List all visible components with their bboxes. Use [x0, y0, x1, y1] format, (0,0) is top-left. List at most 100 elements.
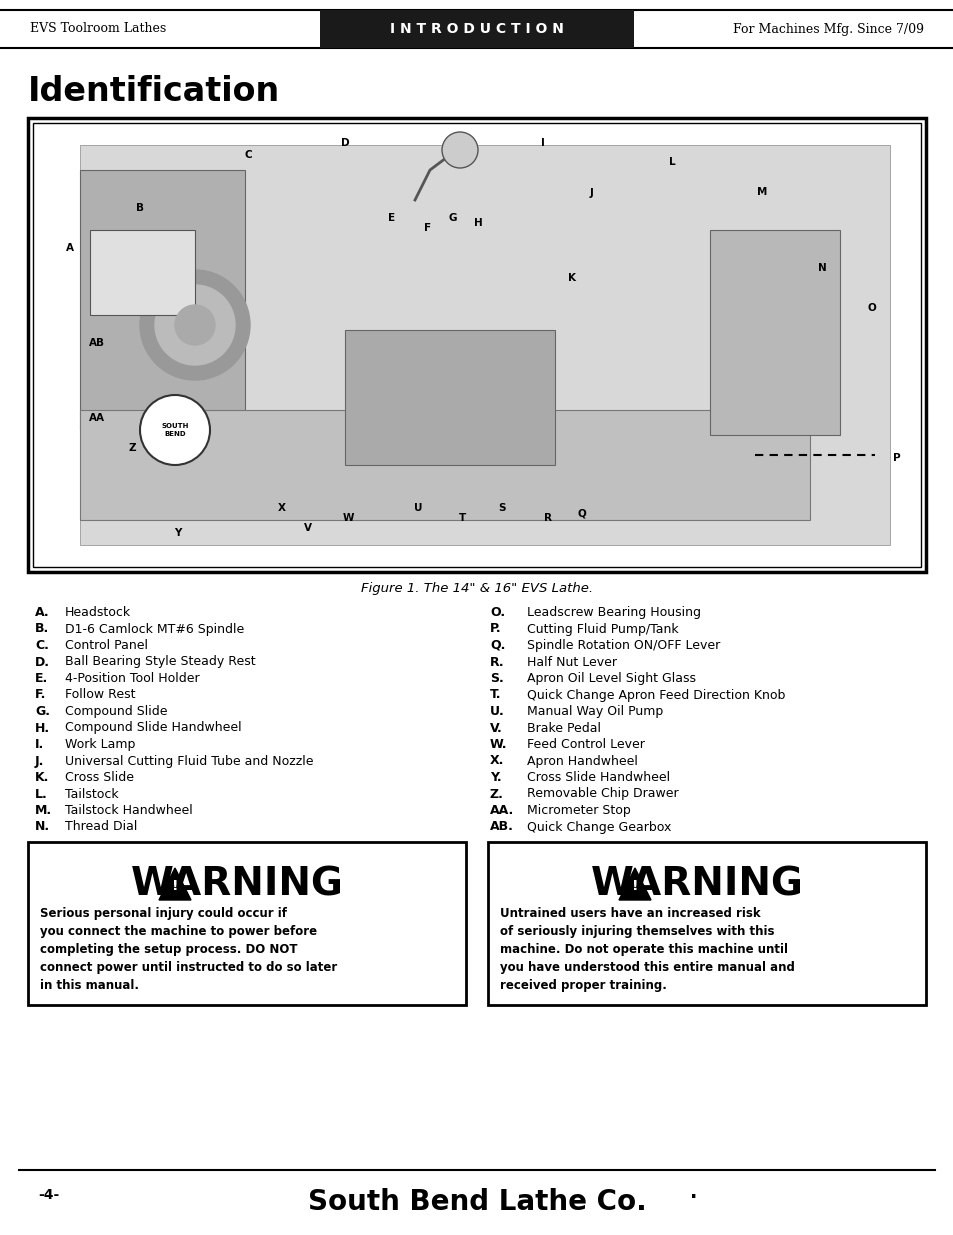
Text: O.: O.: [490, 606, 504, 619]
Text: For Machines Mfg. Since 7/09: For Machines Mfg. Since 7/09: [732, 22, 923, 36]
Text: Compound Slide Handwheel: Compound Slide Handwheel: [65, 721, 241, 735]
Text: B.: B.: [35, 622, 50, 636]
Bar: [709, 230, 840, 435]
Text: Micrometer Stop: Micrometer Stop: [526, 804, 630, 818]
Text: Z: Z: [128, 443, 135, 453]
Text: P: P: [892, 453, 900, 463]
Text: G.: G.: [35, 705, 50, 718]
Text: S: S: [497, 503, 505, 513]
Text: E.: E.: [35, 672, 49, 685]
Text: Figure 1. The 14" & 16" EVS Lathe.: Figure 1. The 14" & 16" EVS Lathe.: [360, 582, 593, 595]
Text: Cross Slide Handwheel: Cross Slide Handwheel: [526, 771, 669, 784]
Text: D: D: [340, 138, 349, 148]
Bar: [80, 170, 245, 430]
Text: O: O: [866, 303, 876, 312]
Text: X.: X.: [490, 755, 504, 767]
Text: Headstock: Headstock: [65, 606, 131, 619]
Text: L: L: [668, 157, 675, 167]
Circle shape: [154, 285, 234, 366]
Text: EVS Toolroom Lathes: EVS Toolroom Lathes: [30, 22, 166, 36]
Text: Tailstock Handwheel: Tailstock Handwheel: [65, 804, 193, 818]
Text: A: A: [66, 243, 74, 253]
Text: I N T R O D U C T I O N: I N T R O D U C T I O N: [390, 22, 563, 36]
Text: !: !: [172, 879, 178, 893]
Text: 4-Position Tool Holder: 4-Position Tool Holder: [65, 672, 199, 685]
Text: D1-6 Camlock MT#6 Spindle: D1-6 Camlock MT#6 Spindle: [65, 622, 244, 636]
Circle shape: [174, 305, 214, 345]
Text: Thread Dial: Thread Dial: [65, 820, 137, 834]
Text: Serious personal injury could occur if
you connect the machine to power before
c: Serious personal injury could occur if y…: [40, 906, 337, 992]
Bar: [488, 842, 925, 1005]
Text: Feed Control Lever: Feed Control Lever: [526, 739, 644, 751]
Text: Leadscrew Bearing Housing: Leadscrew Bearing Housing: [526, 606, 700, 619]
Text: I.: I.: [35, 739, 44, 751]
Circle shape: [140, 270, 250, 380]
Polygon shape: [618, 868, 650, 900]
Polygon shape: [159, 868, 191, 900]
Text: H: H: [473, 219, 482, 228]
Text: J.: J.: [35, 755, 45, 767]
Text: C.: C.: [35, 638, 49, 652]
Text: X: X: [277, 503, 286, 513]
Text: AB: AB: [89, 338, 105, 348]
Text: Cross Slide: Cross Slide: [65, 771, 133, 784]
Text: AB.: AB.: [490, 820, 514, 834]
Text: V.: V.: [490, 721, 502, 735]
Bar: [80, 410, 809, 520]
Text: Manual Way Oil Pump: Manual Way Oil Pump: [526, 705, 662, 718]
Text: P.: P.: [490, 622, 501, 636]
Text: V: V: [304, 522, 312, 534]
Text: K: K: [567, 273, 576, 283]
Text: Brake Pedal: Brake Pedal: [526, 721, 600, 735]
Text: Spindle Rotation ON/OFF Lever: Spindle Rotation ON/OFF Lever: [526, 638, 720, 652]
Text: ·: ·: [689, 1188, 697, 1207]
Text: H.: H.: [35, 721, 51, 735]
Circle shape: [441, 132, 477, 168]
Text: Apron Handwheel: Apron Handwheel: [526, 755, 638, 767]
Text: B: B: [136, 203, 144, 212]
Text: Half Nut Lever: Half Nut Lever: [526, 656, 617, 668]
Text: !: !: [631, 879, 638, 893]
Text: T: T: [459, 513, 466, 522]
Text: U: U: [414, 503, 422, 513]
Text: Y: Y: [174, 529, 181, 538]
Text: WARNING: WARNING: [590, 864, 802, 903]
Text: F.: F.: [35, 688, 47, 701]
Text: AA.: AA.: [490, 804, 514, 818]
Text: Universal Cutting Fluid Tube and Nozzle: Universal Cutting Fluid Tube and Nozzle: [65, 755, 314, 767]
Circle shape: [140, 395, 210, 466]
Text: Work Lamp: Work Lamp: [65, 739, 135, 751]
Text: -4-: -4-: [38, 1188, 59, 1202]
Text: Follow Rest: Follow Rest: [65, 688, 135, 701]
Text: S.: S.: [490, 672, 503, 685]
Bar: [90, 230, 194, 315]
Text: M.: M.: [35, 804, 52, 818]
Text: K.: K.: [35, 771, 50, 784]
Text: South Bend Lathe Co.: South Bend Lathe Co.: [307, 1188, 646, 1216]
Text: Cutting Fluid Pump/Tank: Cutting Fluid Pump/Tank: [526, 622, 678, 636]
Bar: [33, 124, 920, 567]
Text: WARNING: WARNING: [131, 864, 343, 903]
Text: D.: D.: [35, 656, 50, 668]
Text: N.: N.: [35, 820, 51, 834]
Text: Removable Chip Drawer: Removable Chip Drawer: [526, 788, 678, 800]
Bar: [319, 10, 634, 48]
Text: SOUTH
BEND: SOUTH BEND: [161, 424, 189, 436]
Text: L.: L.: [35, 788, 48, 800]
Text: R: R: [543, 513, 552, 522]
Text: J: J: [590, 188, 594, 198]
Text: Q: Q: [577, 508, 586, 517]
Bar: [28, 119, 925, 572]
Text: Quick Change Gearbox: Quick Change Gearbox: [526, 820, 671, 834]
Text: E: E: [388, 212, 395, 224]
Text: Untrained users have an increased risk
of seriously injuring themselves with thi: Untrained users have an increased risk o…: [499, 906, 794, 992]
Text: M: M: [756, 186, 766, 198]
Text: Ball Bearing Style Steady Rest: Ball Bearing Style Steady Rest: [65, 656, 255, 668]
Text: A.: A.: [35, 606, 50, 619]
Text: U.: U.: [490, 705, 504, 718]
Text: AA: AA: [89, 412, 105, 424]
Text: T.: T.: [490, 688, 501, 701]
Text: Compound Slide: Compound Slide: [65, 705, 168, 718]
Text: F: F: [424, 224, 431, 233]
Text: Q.: Q.: [490, 638, 505, 652]
